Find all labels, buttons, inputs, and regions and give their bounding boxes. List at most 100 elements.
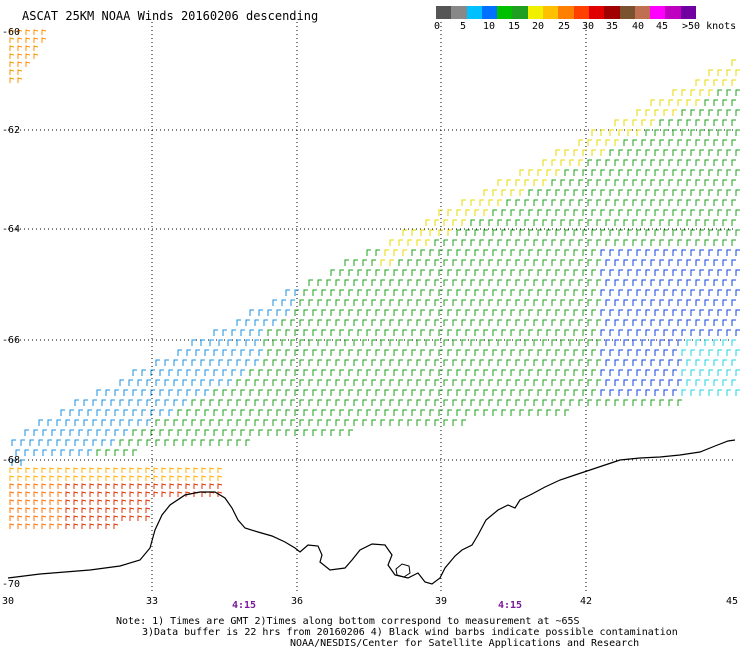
wind-barb	[677, 399, 682, 406]
wind-barb	[501, 269, 506, 276]
wind-barb	[429, 329, 434, 336]
wind-barb	[681, 89, 686, 96]
wind-barb	[668, 239, 673, 246]
wind-barb	[564, 409, 569, 416]
wind-barb	[524, 359, 529, 366]
wind-barb	[542, 319, 547, 326]
wind-barb	[231, 369, 236, 376]
wind-barb	[596, 399, 601, 406]
wind-barb	[537, 169, 542, 176]
wind-barb	[591, 209, 596, 216]
wind-barb	[164, 399, 169, 406]
wind-barb	[73, 475, 79, 481]
wind-barb	[371, 359, 376, 366]
wind-barb	[461, 199, 466, 206]
wind-barb	[690, 289, 695, 296]
wind-barb	[57, 475, 63, 481]
wind-barb	[722, 159, 727, 166]
wind-barb	[713, 159, 718, 166]
wind-barb	[618, 349, 623, 356]
wind-barb	[461, 219, 466, 226]
wind-barb	[209, 419, 214, 426]
wind-barb	[519, 169, 524, 176]
wind-barb	[326, 379, 331, 386]
wind-barb	[335, 399, 340, 406]
wind-barb	[57, 491, 63, 497]
wind-barb	[97, 491, 103, 497]
wind-barb	[159, 369, 164, 376]
latitude-label: -70	[2, 579, 20, 590]
wind-barb	[465, 249, 470, 256]
wind-barb	[339, 429, 344, 436]
wind-barb	[137, 491, 143, 497]
wind-barb	[474, 289, 479, 296]
wind-barb	[501, 229, 506, 236]
wind-barb	[17, 483, 23, 489]
wind-barb	[312, 349, 317, 356]
wind-barb	[375, 409, 380, 416]
wind-barb	[429, 269, 434, 276]
wind-barb	[609, 309, 614, 316]
wind-barb	[348, 289, 353, 296]
wind-barb	[708, 269, 713, 276]
wind-barb	[407, 339, 412, 346]
wind-barb	[717, 329, 722, 336]
wind-barb	[227, 339, 232, 346]
wind-barb	[81, 523, 87, 529]
wind-barb	[717, 249, 722, 256]
wind-barb	[677, 219, 682, 226]
wind-barb	[92, 399, 97, 406]
wind-barb	[357, 329, 362, 336]
wind-barb	[704, 379, 709, 386]
wind-barb	[623, 279, 628, 286]
wind-barb	[362, 279, 367, 286]
wind-barb	[407, 319, 412, 326]
wind-barb	[20, 439, 25, 446]
wind-barb	[582, 349, 587, 356]
wind-barb	[600, 189, 605, 196]
wind-barb	[605, 219, 610, 226]
wind-barb	[654, 249, 659, 256]
wind-barb	[317, 399, 322, 406]
wind-barb	[582, 229, 587, 236]
wind-barb	[587, 319, 592, 326]
wind-barb	[614, 339, 619, 346]
wind-barb	[240, 329, 245, 336]
wind-barb	[717, 309, 722, 316]
wind-barb	[735, 389, 740, 396]
wind-barb	[362, 259, 367, 266]
wind-barb	[209, 379, 214, 386]
wind-barb	[443, 239, 448, 246]
wind-barb	[641, 339, 646, 346]
wind-barb	[537, 229, 542, 236]
wind-barb	[672, 229, 677, 236]
wind-barb	[704, 99, 709, 106]
wind-barb	[650, 99, 655, 106]
wind-barb	[569, 219, 574, 226]
wind-barb	[524, 239, 529, 246]
wind-barb	[681, 349, 686, 356]
wind-barb	[645, 349, 650, 356]
wind-barb	[49, 491, 55, 497]
wind-barb	[263, 379, 268, 386]
wind-barb	[681, 209, 686, 216]
wind-barb	[659, 239, 664, 246]
wind-barb	[317, 339, 322, 346]
wind-barb	[578, 279, 583, 286]
wind-barb	[609, 249, 614, 256]
wind-barb	[573, 309, 578, 316]
wind-barb	[614, 319, 619, 326]
wind-barb	[416, 419, 421, 426]
wind-barb	[290, 339, 295, 346]
wind-barb	[155, 439, 160, 446]
wind-barb	[528, 169, 533, 176]
wind-barb	[87, 429, 92, 436]
wind-barb	[344, 399, 349, 406]
wind-barb	[49, 515, 55, 521]
wind-barb	[623, 259, 628, 266]
wind-barb	[596, 219, 601, 226]
wind-barb	[240, 389, 245, 396]
wind-barb	[627, 229, 632, 236]
wind-barb	[668, 399, 673, 406]
